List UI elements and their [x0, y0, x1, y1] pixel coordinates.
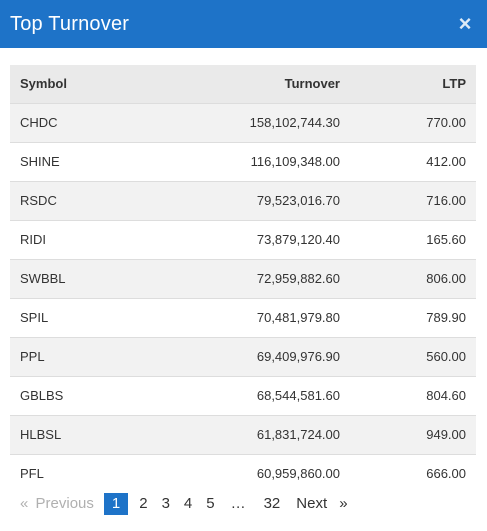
page-button-5[interactable]: 5: [206, 495, 215, 512]
column-header-symbol: Symbol: [20, 76, 67, 92]
symbol-cell: GBLBS: [20, 388, 64, 403]
next-label: Next: [296, 495, 328, 512]
double-chevron-right-icon: »: [339, 495, 348, 512]
turnover-cell: 70,481,979.80: [256, 310, 340, 325]
column-header-turnover: Turnover: [284, 76, 340, 92]
previous-label: Previous: [35, 495, 94, 512]
turnover-cell: 72,959,882.60: [256, 271, 340, 286]
symbol-cell: SPIL: [20, 310, 49, 325]
page-button-4[interactable]: 4: [183, 495, 193, 512]
ltp-cell: 804.60: [426, 388, 466, 403]
symbol-cell: SWBBL: [20, 271, 66, 286]
table-row: CHDC 158,102,744.30 770.00: [10, 103, 476, 142]
ltp-cell: 716.00: [426, 193, 466, 208]
ltp-cell: 165.60: [426, 232, 466, 247]
symbol-cell: PPL: [20, 349, 45, 364]
page-button-32[interactable]: 32: [263, 495, 281, 512]
ltp-cell: 560.00: [426, 349, 466, 364]
double-chevron-left-icon: «: [20, 495, 29, 512]
page-button-2[interactable]: 2: [139, 495, 148, 512]
previous-page-button[interactable]: « Previous: [10, 493, 101, 515]
symbol-cell: RSDC: [20, 193, 57, 208]
table-row: HLBSL 61,831,724.00 949.00: [10, 415, 476, 454]
page-button-1[interactable]: 1: [103, 493, 129, 515]
ltp-cell: 412.00: [426, 154, 466, 169]
table-row: SPIL 70,481,979.80 789.90: [10, 298, 476, 337]
table-row: PFL 60,959,860.00 666.00: [10, 454, 476, 493]
ltp-cell: 789.90: [426, 310, 466, 325]
turnover-table: Symbol Turnover LTP CHDC 158,102,744.30 …: [10, 65, 476, 493]
table-row: RIDI 73,879,120.40 165.60: [10, 220, 476, 259]
symbol-cell: PFL: [20, 466, 44, 482]
modal-title: Top Turnover: [10, 12, 130, 35]
table-header-row: Symbol Turnover LTP: [10, 65, 476, 103]
turnover-cell: 60,959,860.00: [256, 466, 340, 482]
table-row: SWBBL 72,959,882.60 806.00: [10, 259, 476, 298]
table-row: GBLBS 68,544,581.60 804.60: [10, 376, 476, 415]
turnover-table-wrap: Symbol Turnover LTP CHDC 158,102,744.30 …: [10, 65, 476, 493]
ltp-cell: 666.00: [426, 466, 466, 482]
turnover-cell: 68,544,581.60: [256, 388, 340, 403]
table-row: PPL 69,409,976.90 560.00: [10, 337, 476, 376]
ltp-cell: 770.00: [426, 115, 466, 130]
table-row: SHINE 116,109,348.00 412.00: [10, 142, 476, 181]
pagination: « Previous 1 2 3 4 5 … 32 Next »: [10, 493, 358, 515]
turnover-cell: 158,102,744.30: [249, 115, 340, 130]
turnover-cell: 116,109,348.00: [250, 154, 340, 169]
turnover-cell: 69,409,976.90: [256, 349, 340, 364]
ltp-cell: 949.00: [426, 427, 466, 442]
symbol-cell: HLBSL: [20, 427, 62, 442]
column-header-ltp: LTP: [442, 76, 466, 92]
turnover-cell: 73,879,120.40: [256, 232, 340, 247]
turnover-cell: 79,523,016.70: [256, 193, 340, 208]
symbol-cell: CHDC: [20, 115, 58, 130]
page-button-3[interactable]: 3: [161, 495, 170, 512]
modal-header: Top Turnover ×: [0, 0, 487, 48]
table-row: RSDC 79,523,016.70 716.00: [10, 181, 476, 220]
ltp-cell: 806.00: [426, 271, 466, 286]
symbol-cell: RIDI: [20, 232, 46, 247]
turnover-cell: 61,831,724.00: [256, 427, 340, 442]
close-icon[interactable]: ×: [458, 11, 472, 36]
next-page-button[interactable]: Next »: [289, 493, 357, 515]
pagination-ellipsis: …: [230, 495, 246, 512]
symbol-cell: SHINE: [20, 154, 60, 169]
